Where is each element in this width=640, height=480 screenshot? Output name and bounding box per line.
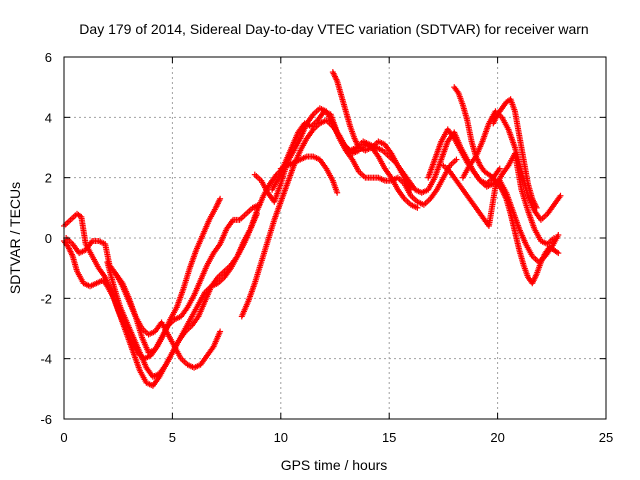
y-tick-label: -6 bbox=[40, 412, 52, 427]
data-point bbox=[217, 328, 224, 335]
data-point bbox=[453, 156, 460, 163]
chart-title: Day 179 of 2014, Sidereal Day-to-day VTE… bbox=[79, 21, 588, 37]
data-point bbox=[555, 231, 562, 238]
y-tick-label: 2 bbox=[45, 171, 52, 186]
y-tick-label: 6 bbox=[45, 50, 52, 65]
y-tick-label: -2 bbox=[40, 291, 52, 306]
data-point bbox=[407, 186, 414, 193]
data-point bbox=[550, 235, 557, 241]
x-tick-label: 5 bbox=[169, 430, 176, 445]
data-point bbox=[334, 189, 341, 196]
data-point bbox=[414, 204, 421, 211]
data-point bbox=[217, 195, 224, 202]
tick-labels: 0 5 10 15 20 25 -6 -4 -2 0 2 4 6 bbox=[40, 50, 613, 445]
y-tick-label: 0 bbox=[45, 231, 52, 246]
x-tick-label: 20 bbox=[490, 430, 504, 445]
x-tick-label: 25 bbox=[599, 430, 613, 445]
x-tick-label: 15 bbox=[382, 430, 396, 445]
x-tick-label: 0 bbox=[60, 430, 67, 445]
y-axis-label: SDTVAR / TECUs bbox=[7, 182, 23, 294]
x-axis-label: GPS time / hours bbox=[281, 457, 388, 473]
axis-ticks bbox=[63, 56, 607, 420]
y-tick-label: 4 bbox=[45, 110, 52, 125]
x-tick-label: 10 bbox=[274, 430, 288, 445]
y-tick-label: -4 bbox=[40, 352, 52, 367]
data-point bbox=[496, 165, 503, 172]
data-point bbox=[555, 250, 562, 257]
data-point bbox=[557, 192, 564, 199]
data-points bbox=[61, 69, 564, 389]
data-point bbox=[533, 204, 540, 211]
